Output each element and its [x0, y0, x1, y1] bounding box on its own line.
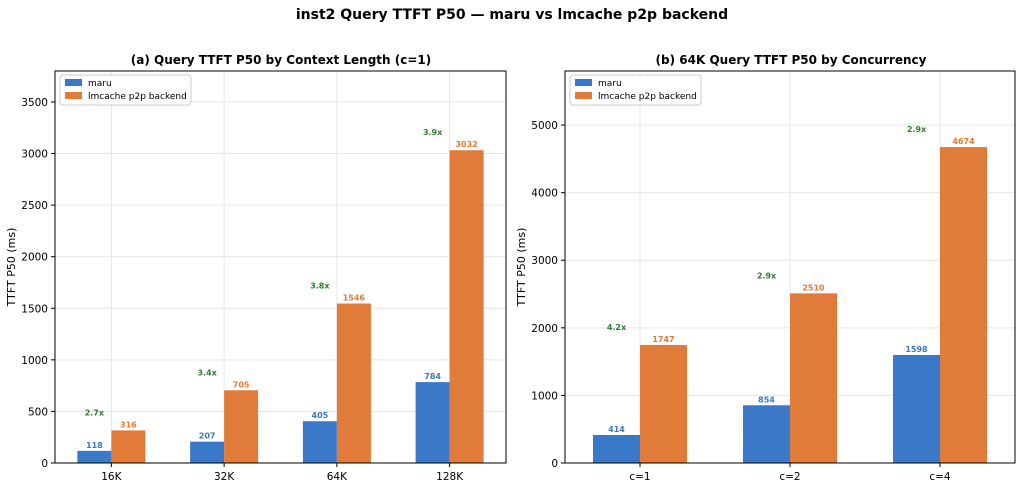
legend: maru lmcache p2p backend — [59, 74, 192, 106]
value-label-maru-64K: 405 — [312, 411, 329, 420]
x-tick-label: 32K — [214, 471, 235, 483]
chart-title: (a) Query TTFT P50 by Context Length (c=… — [131, 53, 432, 67]
y-tick-label: 2000 — [531, 323, 558, 335]
value-label-lmcache-16K: 316 — [120, 420, 137, 429]
x-tick-label: c=4 — [929, 471, 951, 483]
legend-label-lmcache: lmcache p2p backend — [598, 92, 697, 102]
bar-lmcache-c=1 — [640, 344, 687, 463]
y-tick-label: 2500 — [21, 200, 48, 212]
value-label-lmcache-c=4: 4674 — [952, 137, 975, 146]
ratio-label-c=4: 2.9x — [907, 125, 927, 134]
y-axis-label: TTFT P50 (ms) — [515, 228, 528, 308]
ratio-label-128K: 3.9x — [423, 128, 443, 137]
y-tick-label: 5000 — [531, 120, 558, 132]
bar-maru-64K — [302, 421, 337, 463]
ratio-label-64K: 3.8x — [310, 282, 330, 291]
chart-panel-b: (b) 64K Query TTFT P50 by Concurrency 414… — [515, 53, 1016, 483]
legend-swatch-maru — [65, 79, 82, 86]
y-axis-label: TTFT P50 (ms) — [5, 228, 18, 308]
figure-title: inst2 Query TTFT P50 — maru vs lmcache p… — [296, 7, 728, 23]
bar-maru-16K — [77, 450, 112, 463]
y-tick-label: 1000 — [21, 355, 48, 367]
legend-swatch-maru — [575, 79, 592, 86]
value-label-maru-32K: 207 — [199, 432, 216, 441]
bar-lmcache-16K — [111, 430, 146, 463]
y-tick-label: 1000 — [531, 390, 558, 402]
y-tick-label: 3000 — [531, 255, 558, 267]
value-label-lmcache-64K: 1546 — [343, 294, 366, 303]
bar-maru-128K — [415, 382, 450, 463]
legend-label-lmcache: lmcache p2p backend — [88, 92, 187, 102]
bar-lmcache-c=4 — [940, 147, 987, 464]
chart-panel-a: (a) Query TTFT P50 by Context Length (c=… — [5, 53, 507, 483]
ratio-label-c=2: 2.9x — [757, 271, 777, 280]
y-tick-label: 0 — [551, 458, 558, 470]
legend-label-maru: maru — [88, 79, 112, 89]
bar-maru-c=4 — [893, 354, 940, 463]
bar-lmcache-32K — [224, 390, 259, 463]
bar-lmcache-c=2 — [790, 293, 837, 463]
legend-swatch-lmcache — [575, 92, 592, 99]
bar-maru-c=2 — [743, 405, 790, 463]
value-label-lmcache-c=1: 1747 — [652, 335, 674, 344]
value-label-lmcache-128K: 3032 — [455, 140, 477, 149]
value-label-lmcache-32K: 705 — [233, 380, 250, 389]
legend-label-maru: maru — [598, 79, 622, 89]
axes-frame — [54, 70, 507, 464]
value-label-lmcache-c=2: 2510 — [802, 283, 825, 292]
bar-maru-32K — [190, 441, 225, 463]
x-tick-label: 64K — [327, 471, 348, 483]
legend: maru lmcache p2p backend — [569, 74, 702, 106]
bar-lmcache-64K — [336, 303, 371, 463]
y-tick-label: 500 — [28, 406, 48, 418]
y-tick-label: 3000 — [21, 149, 48, 161]
y-tick-label: 4000 — [531, 188, 558, 200]
y-tick-label: 2000 — [21, 252, 48, 264]
value-label-maru-c=1: 414 — [608, 425, 625, 434]
ratio-label-c=1: 4.2x — [607, 323, 627, 332]
x-tick-label: 16K — [101, 471, 122, 483]
y-tick-label: 0 — [41, 458, 48, 470]
ratio-label-16K: 2.7x — [85, 408, 105, 417]
value-label-maru-c=4: 1598 — [905, 345, 928, 354]
y-tick-label: 1500 — [21, 303, 48, 315]
x-tick-label: c=2 — [779, 471, 800, 483]
ratio-label-32K: 3.4x — [197, 368, 217, 377]
legend-swatch-lmcache — [65, 92, 82, 99]
bar-maru-c=1 — [593, 435, 640, 463]
legend-box — [59, 74, 192, 106]
value-label-maru-c=2: 854 — [758, 395, 775, 404]
bar-lmcache-128K — [449, 150, 484, 463]
chart-title: (b) 64K Query TTFT P50 by Concurrency — [656, 53, 927, 67]
value-label-maru-16K: 118 — [86, 441, 103, 450]
legend-box — [569, 74, 702, 106]
y-tick-label: 3500 — [21, 97, 48, 109]
x-tick-label: c=1 — [629, 471, 650, 483]
x-tick-label: 128K — [436, 471, 464, 483]
value-label-maru-128K: 784 — [424, 372, 441, 381]
